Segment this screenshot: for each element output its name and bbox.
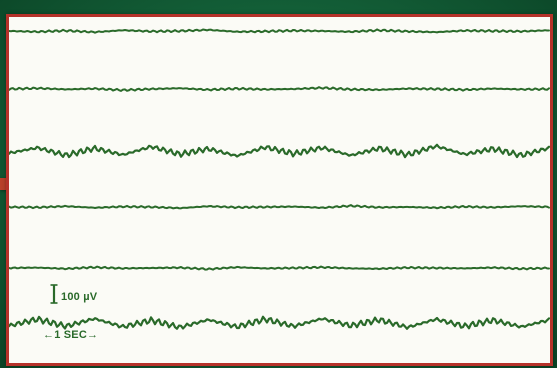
eeg-figure-frame: 100 µV ←1 SEC→ (6, 14, 553, 366)
eeg-trace-channel-3 (9, 143, 550, 159)
eeg-trace-channel-1 (9, 28, 550, 34)
eeg-trace-channel-5 (9, 265, 550, 271)
eeg-traces (9, 28, 550, 330)
eeg-trace-channel-6 (9, 315, 550, 330)
time-calibration-label: ←1 SEC→ (43, 329, 98, 341)
eeg-trace-channel-4 (9, 204, 550, 210)
eeg-trace-channel-2 (9, 86, 550, 92)
eeg-trace-chart: 100 µV ←1 SEC→ (9, 28, 550, 341)
calibration-markers: 100 µV ←1 SEC→ (43, 284, 98, 341)
amplitude-calibration-label: 100 µV (61, 291, 98, 303)
